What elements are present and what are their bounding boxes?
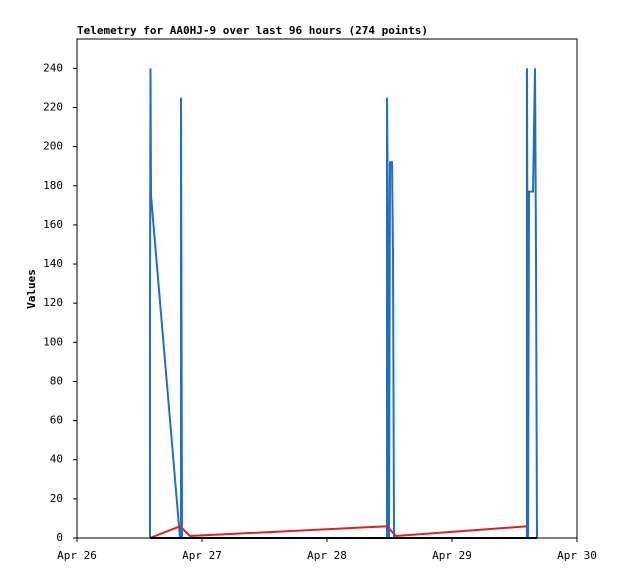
y-tick-label: 80	[50, 374, 63, 387]
y-tick-label: 40	[50, 453, 63, 466]
plot-frame	[76, 38, 578, 539]
y-tick-label: 180	[43, 179, 63, 192]
series-line	[149, 68, 538, 539]
y-tick-label: 120	[43, 296, 63, 309]
y-tick-label: 60	[50, 414, 63, 427]
y-tick-label: 240	[43, 61, 63, 74]
y-tick-label: 200	[43, 140, 63, 153]
chart-title: Telemetry for AA0HJ-9 over last 96 hours…	[77, 24, 428, 37]
x-tick-label: Apr 29	[432, 549, 472, 562]
y-tick-label: 140	[43, 257, 63, 270]
y-tick-label: 0	[56, 531, 63, 544]
y-tick-label: 220	[43, 100, 63, 113]
x-tick-label: Apr 28	[307, 549, 347, 562]
y-tick-label: 160	[43, 218, 63, 231]
y-tick-label: 20	[50, 492, 63, 505]
x-tick-label: Apr 26	[57, 549, 97, 562]
x-tick-label: Apr 30	[557, 549, 597, 562]
y-axis-label: Values	[25, 269, 38, 309]
y-tick-label: 100	[43, 335, 63, 348]
series-line	[149, 525, 528, 539]
x-tick-label: Apr 27	[182, 549, 222, 562]
